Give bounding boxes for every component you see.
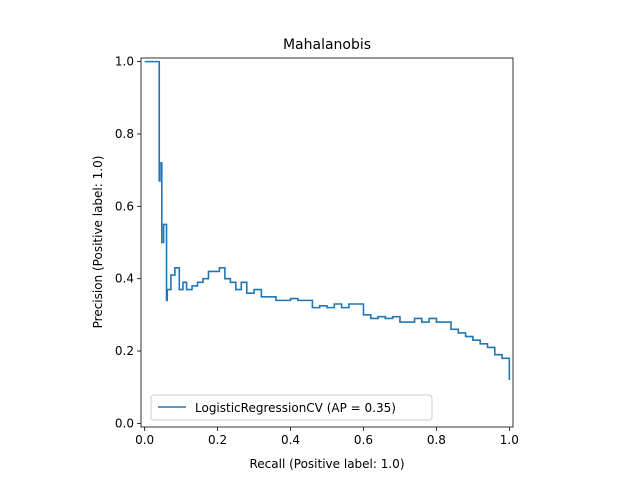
x-tick-label: 0.0 bbox=[135, 433, 154, 447]
x-axis-label: Recall (Positive label: 1.0) bbox=[249, 457, 404, 471]
y-axis-label: Precision (Positive label: 1.0) bbox=[91, 156, 105, 329]
y-axis-ticks: 0.0 0.2 0.4 0.6 0.8 1.0 bbox=[115, 55, 141, 430]
plot-area bbox=[140, 57, 514, 428]
x-tick-label: 0.4 bbox=[281, 433, 300, 447]
legend-box bbox=[150, 394, 433, 421]
x-axis-ticks: 0.0 0.2 0.4 0.6 0.8 1.0 bbox=[135, 427, 519, 447]
y-tick-label: 0.8 bbox=[115, 127, 134, 141]
pr-curve-line bbox=[144, 60, 511, 380]
x-tick-label: 0.2 bbox=[208, 433, 227, 447]
chart-title: Mahalanobis bbox=[283, 37, 371, 53]
y-tick-label: 0.4 bbox=[115, 272, 134, 286]
x-tick-label: 0.8 bbox=[427, 433, 446, 447]
x-tick-label: 0.6 bbox=[354, 433, 373, 447]
x-tick-label: 1.0 bbox=[500, 433, 519, 447]
y-tick-label: 0.2 bbox=[115, 344, 134, 358]
y-tick-label: 0.6 bbox=[115, 199, 134, 213]
y-tick-label: 1.0 bbox=[115, 55, 134, 69]
y-tick-label: 0.0 bbox=[115, 416, 134, 430]
series-group bbox=[144, 60, 511, 380]
legend-entry-label: LogisticRegressionCV (AP = 0.35) bbox=[195, 401, 396, 415]
legend: LogisticRegressionCV (AP = 0.35) bbox=[150, 394, 433, 421]
